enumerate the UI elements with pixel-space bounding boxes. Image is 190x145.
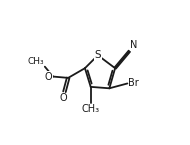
Text: S: S [95, 50, 101, 60]
Text: N: N [130, 40, 138, 50]
Text: CH₃: CH₃ [28, 57, 44, 66]
Text: O: O [45, 72, 53, 82]
Text: CH₃: CH₃ [82, 104, 100, 114]
Text: O: O [60, 93, 67, 103]
Text: Br: Br [128, 78, 139, 88]
